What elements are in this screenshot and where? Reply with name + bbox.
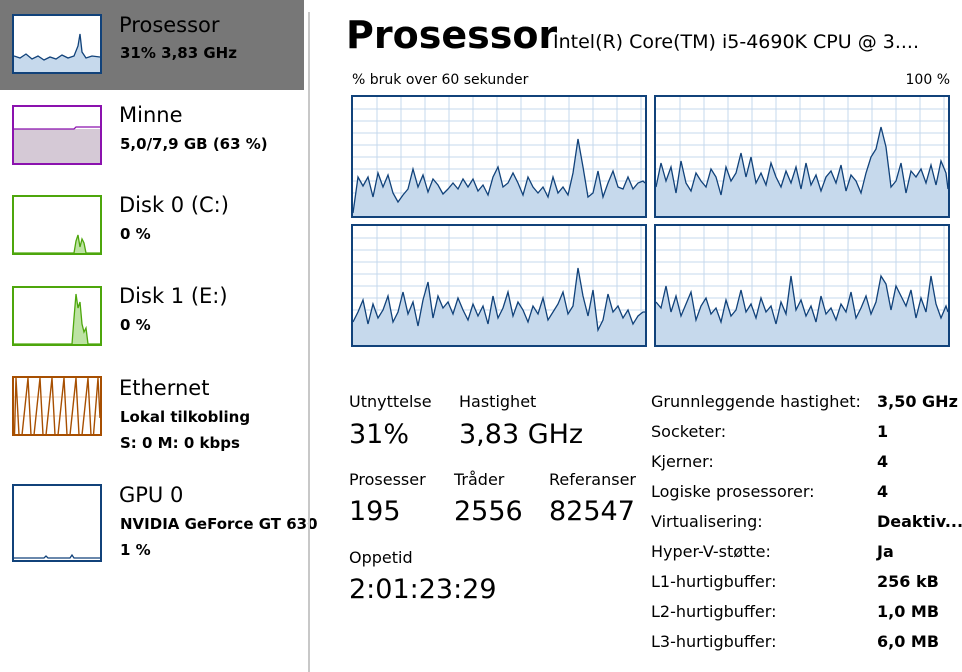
hyperv-support-value: Ja — [877, 542, 894, 561]
sockets-value: 1 — [877, 422, 889, 441]
cpu-core-graph-svg — [353, 97, 645, 216]
l3-cache-label: L3-hurtigbuffer: — [651, 632, 777, 651]
uptime-label: Oppetid — [349, 548, 413, 567]
sidebar-item-detail-2: S: 0 M: 0 kbps — [120, 434, 240, 452]
cores-value: 4 — [877, 452, 889, 471]
threads-label: Tråder — [454, 470, 505, 489]
processes-value: 195 — [349, 496, 401, 527]
cpu-core-graph-2 — [351, 224, 647, 347]
sidebar-item-title: Prosessor — [119, 13, 220, 37]
panel-divider[interactable] — [308, 12, 310, 672]
sidebar-item-title: GPU 0 — [119, 483, 184, 507]
utilization-label: Utnyttelse — [349, 392, 432, 411]
sidebar-item-memory[interactable]: Minne 5,0/7,9 GB (63 %) — [0, 90, 304, 180]
logical-processors-value: 4 — [877, 482, 889, 501]
memory-thumbnail-graph — [12, 105, 102, 165]
sidebar-item-title: Disk 1 (E:) — [119, 284, 228, 308]
speed-label: Hastighet — [459, 392, 537, 411]
ethernet-thumbnail-graph — [12, 376, 102, 436]
sidebar-item-detail: Lokal tilkobling — [120, 408, 251, 426]
cpu-core-graph-svg — [353, 226, 645, 345]
virtualization-value: Deaktiv... — [877, 512, 962, 531]
sidebar-item-ethernet[interactable]: Ethernet Lokal tilkobling S: 0 M: 0 kbps — [0, 360, 304, 470]
cpu-core-graph-svg — [656, 97, 948, 216]
uptime-value: 2:01:23:29 — [349, 574, 497, 605]
logical-processors-label: Logiske prosessorer: — [651, 482, 815, 501]
processes-label: Prosesser — [349, 470, 426, 489]
l2-cache-value: 1,0 MB — [877, 602, 940, 621]
sidebar-item-title: Minne — [119, 103, 183, 127]
sidebar-item-disk0[interactable]: Disk 0 (C:) 0 % — [0, 180, 304, 270]
utilization-value: 31% — [349, 419, 410, 450]
sidebar-item-detail: 31% 3,83 GHz — [120, 44, 237, 62]
cpu-thumbnail-graph — [12, 14, 102, 74]
sockets-label: Socketer: — [651, 422, 727, 441]
graph-caption: % bruk over 60 sekunder — [352, 72, 529, 88]
hyperv-support-label: Hyper-V-støtte: — [651, 542, 771, 561]
sidebar-item-title: Disk 0 (C:) — [119, 193, 229, 217]
l2-cache-label: L2-hurtigbuffer: — [651, 602, 777, 621]
l3-cache-value: 6,0 MB — [877, 632, 940, 651]
sidebar: Prosessor 31% 3,83 GHz Minne 5,0/7,9 GB … — [0, 0, 318, 672]
l1-cache-label: L1-hurtigbuffer: — [651, 572, 777, 591]
sidebar-item-detail: 0 % — [120, 225, 151, 243]
speed-value: 3,83 GHz — [459, 419, 584, 450]
l1-cache-value: 256 kB — [877, 572, 939, 591]
sidebar-item-detail-2: 1 % — [120, 541, 151, 559]
sidebar-item-gpu[interactable]: GPU 0 NVIDIA GeForce GT 630 1 % — [0, 470, 318, 562]
handles-label: Referanser — [549, 470, 636, 489]
graph-max-label: 100 % — [905, 72, 950, 88]
cpu-model-name: Intel(R) Core(TM) i5-4690K CPU @ 3.... — [553, 31, 920, 53]
sidebar-item-detail: 5,0/7,9 GB (63 %) — [120, 135, 268, 153]
base-speed-label: Grunnleggende hastighet: — [651, 392, 861, 411]
threads-value: 2556 — [454, 496, 523, 527]
page-title: Prosessor — [346, 13, 558, 57]
base-speed-value: 3,50 GHz — [877, 392, 958, 411]
cpu-core-graph-svg — [656, 226, 948, 345]
handles-value: 82547 — [549, 496, 635, 527]
cores-label: Kjerner: — [651, 452, 714, 471]
disk0-thumbnail-graph — [12, 195, 102, 255]
cpu-core-graph-0 — [351, 95, 647, 218]
gpu-thumbnail-graph — [12, 484, 102, 562]
disk1-thumbnail-graph — [12, 286, 102, 346]
sidebar-item-disk1[interactable]: Disk 1 (E:) 0 % — [0, 270, 304, 360]
virtualization-label: Virtualisering: — [651, 512, 763, 531]
sidebar-item-title: Ethernet — [119, 376, 210, 400]
sidebar-item-detail: NVIDIA GeForce GT 630 — [120, 515, 318, 533]
sidebar-item-cpu[interactable]: Prosessor 31% 3,83 GHz — [0, 0, 304, 90]
cpu-core-graph-3 — [654, 224, 950, 347]
cpu-core-graph-1 — [654, 95, 950, 218]
sidebar-item-detail: 0 % — [120, 316, 151, 334]
